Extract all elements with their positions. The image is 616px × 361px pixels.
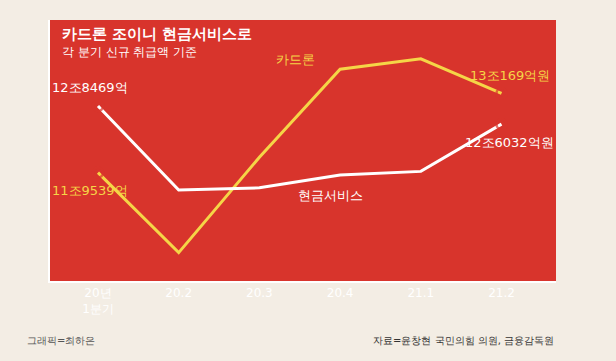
svg-text:20.2: 20.2 bbox=[165, 286, 192, 300]
svg-text:20.3: 20.3 bbox=[246, 286, 273, 300]
svg-text:11조9539억: 11조9539억 bbox=[52, 183, 128, 198]
svg-text:21.1: 21.1 bbox=[407, 286, 434, 300]
svg-text:13조169억원: 13조169억원 bbox=[470, 68, 550, 83]
svg-text:카드론: 카드론 bbox=[276, 52, 315, 67]
svg-text:12조8469억: 12조8469억 bbox=[52, 80, 128, 95]
svg-text:20년1분기: 20년1분기 bbox=[82, 286, 114, 316]
svg-text:각 분기 신규 취급액 기준: 각 분기 신규 취급액 기준 bbox=[62, 45, 197, 59]
svg-text:카드론 조이니 현금서비스로: 카드론 조이니 현금서비스로 bbox=[62, 25, 252, 43]
svg-text:12조6032억원: 12조6032억원 bbox=[465, 135, 554, 150]
svg-text:20.4: 20.4 bbox=[327, 286, 354, 300]
svg-text:자료=윤창현 국민의힘 의원, 금융감독원: 자료=윤창현 국민의힘 의원, 금융감독원 bbox=[373, 335, 554, 346]
svg-text:그래픽=최하은: 그래픽=최하은 bbox=[27, 335, 95, 346]
svg-text:현금서비스: 현금서비스 bbox=[298, 188, 363, 203]
svg-text:21.2: 21.2 bbox=[488, 286, 515, 300]
